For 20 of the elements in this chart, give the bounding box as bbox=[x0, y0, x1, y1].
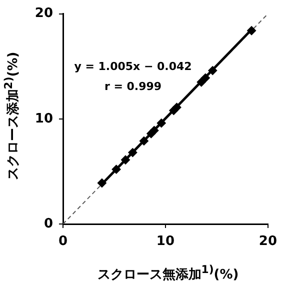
point bbox=[121, 155, 130, 164]
point bbox=[200, 73, 210, 82]
point bbox=[247, 26, 256, 36]
y-tick-label: 20 bbox=[34, 6, 53, 22]
point bbox=[172, 102, 182, 112]
y-tick-label: 0 bbox=[44, 216, 53, 232]
point bbox=[156, 118, 166, 128]
point bbox=[139, 136, 148, 146]
point bbox=[150, 126, 159, 135]
x-axis-title: スクロース無添加$^{1)}$(%) bbox=[96, 263, 240, 284]
annotation: y = 1.005x − 0.042 bbox=[74, 60, 192, 73]
y-tick-label: 10 bbox=[34, 111, 53, 126]
x-tick-label: 0 bbox=[58, 234, 68, 250]
point bbox=[112, 164, 121, 174]
point bbox=[128, 148, 138, 158]
x-tick-label: 10 bbox=[156, 234, 175, 250]
annotation: r = 0.999 bbox=[104, 80, 162, 93]
x-tick-label: 20 bbox=[258, 234, 277, 250]
point bbox=[208, 66, 218, 76]
point bbox=[97, 178, 106, 188]
